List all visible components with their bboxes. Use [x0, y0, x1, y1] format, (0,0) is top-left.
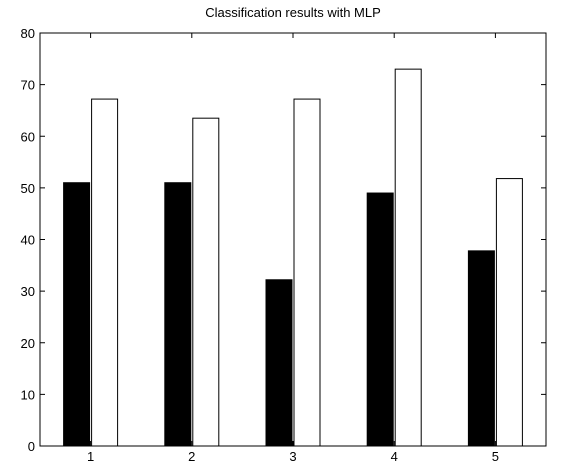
y-tick-label: 20: [21, 336, 35, 351]
y-tick-label: 80: [21, 26, 35, 41]
bar-2-1: [91, 98, 119, 447]
y-tick-label: 50: [21, 181, 35, 196]
x-tick-label: 2: [188, 449, 195, 464]
bars-group: [63, 68, 523, 447]
y-tick-label: 40: [21, 233, 35, 248]
y-tick-label: 70: [21, 78, 35, 93]
bar-1-4: [366, 192, 394, 447]
bar-2-5: [495, 178, 523, 447]
bar-1-5: [467, 250, 495, 447]
y-tick-label: 30: [21, 284, 35, 299]
x-tick-label: 1: [87, 449, 94, 464]
x-tick-label: 4: [391, 449, 398, 464]
bar-1-2: [164, 182, 192, 447]
bar-2-4: [394, 68, 422, 447]
y-tick-label: 60: [21, 129, 35, 144]
plot-frame: [39, 32, 547, 447]
y-tick-label: 0: [28, 439, 35, 454]
x-axis: 1 2 3 4 5: [87, 33, 499, 464]
x-tick-label: 3: [289, 449, 296, 464]
x-tick-label: 5: [492, 449, 499, 464]
chart-title: Classification results with MLP: [205, 5, 381, 20]
bar-1-1: [63, 182, 91, 447]
y-axis: 0 10 20 30 40 50 60 70 80: [21, 26, 546, 454]
bar-2-3: [293, 98, 321, 447]
bar-1-3: [265, 279, 293, 447]
y-tick-label: 10: [21, 387, 35, 402]
bar-2-2: [192, 117, 220, 447]
